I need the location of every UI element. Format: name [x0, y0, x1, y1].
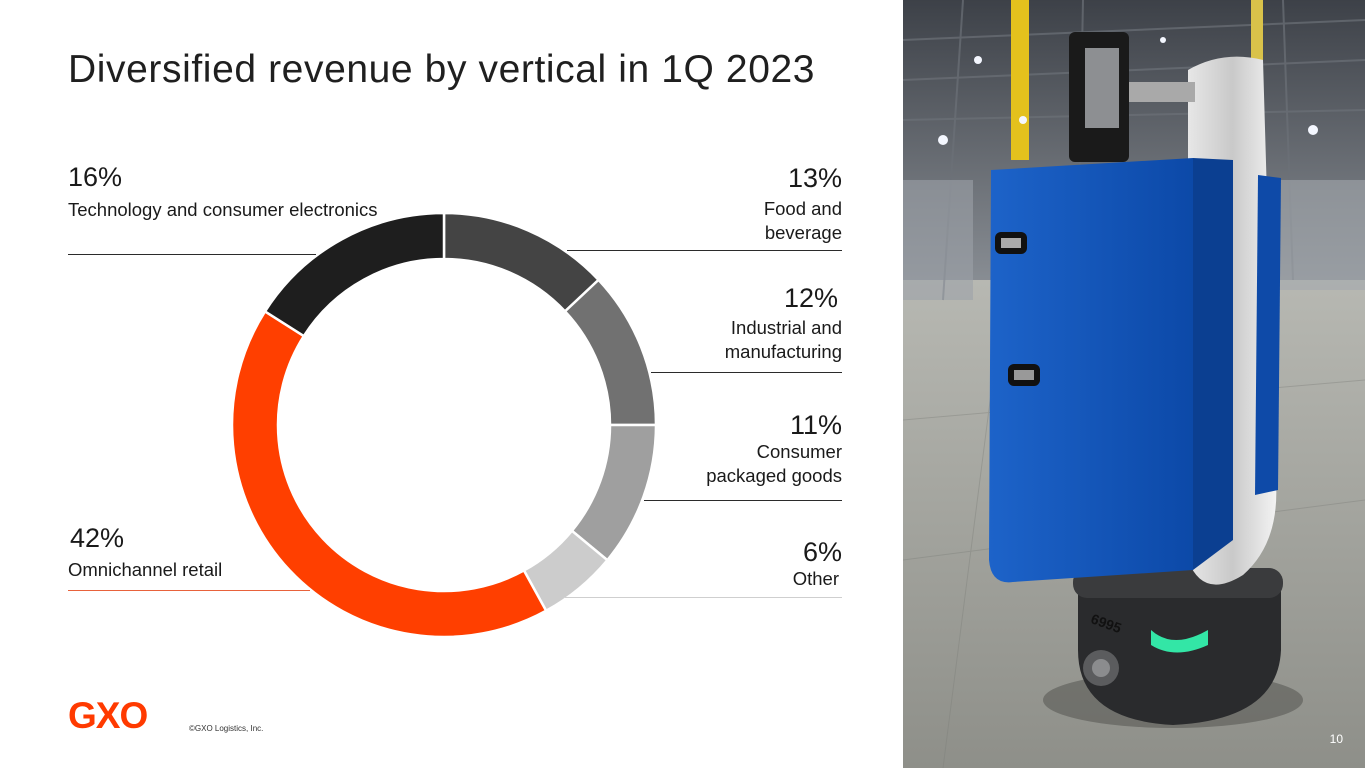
- donut-chart: [230, 211, 658, 639]
- page-number: 10: [1329, 732, 1343, 746]
- label-omnichannel: Omnichannel retail: [68, 559, 223, 580]
- label-cpg: Consumer packaged goods: [706, 441, 842, 486]
- label-food: Food and beverage: [763, 198, 842, 243]
- warehouse-robot-photo: 6995 10: [903, 0, 1365, 768]
- donut-slice-technology-and-consumer-electronics: [263, 211, 446, 338]
- label-industrial: Industrial and manufacturing: [724, 317, 842, 362]
- pct-food: 13%: [787, 163, 842, 193]
- donut-slice-food-and-beverage: [442, 211, 601, 314]
- leader-other: [565, 597, 842, 598]
- pct-omnichannel: 42%: [70, 523, 125, 553]
- leader-technology: [68, 254, 316, 255]
- svg-text:GXO: GXO: [68, 697, 147, 733]
- gxo-logo: GXO: [68, 697, 148, 733]
- pct-industrial: 12%: [783, 283, 838, 313]
- leader-industrial: [651, 372, 842, 373]
- donut-slice-industrial-and-manufacturing: [563, 278, 658, 427]
- pct-cpg: 11%: [789, 410, 842, 440]
- copyright-text: ©GXO Logistics, Inc.: [189, 724, 264, 733]
- pct-other: 6%: [802, 537, 842, 567]
- leader-food: [567, 250, 842, 251]
- label-other: Other: [792, 568, 839, 589]
- page-title: Diversified revenue by vertical in 1Q 20…: [68, 48, 816, 91]
- label-technology: Technology and consumer electronics: [68, 199, 378, 220]
- leader-omnichannel: [68, 590, 310, 591]
- pct-technology: 16%: [68, 162, 123, 192]
- donut-slice-omnichannel-retail: [230, 309, 548, 639]
- leader-cpg: [644, 500, 842, 501]
